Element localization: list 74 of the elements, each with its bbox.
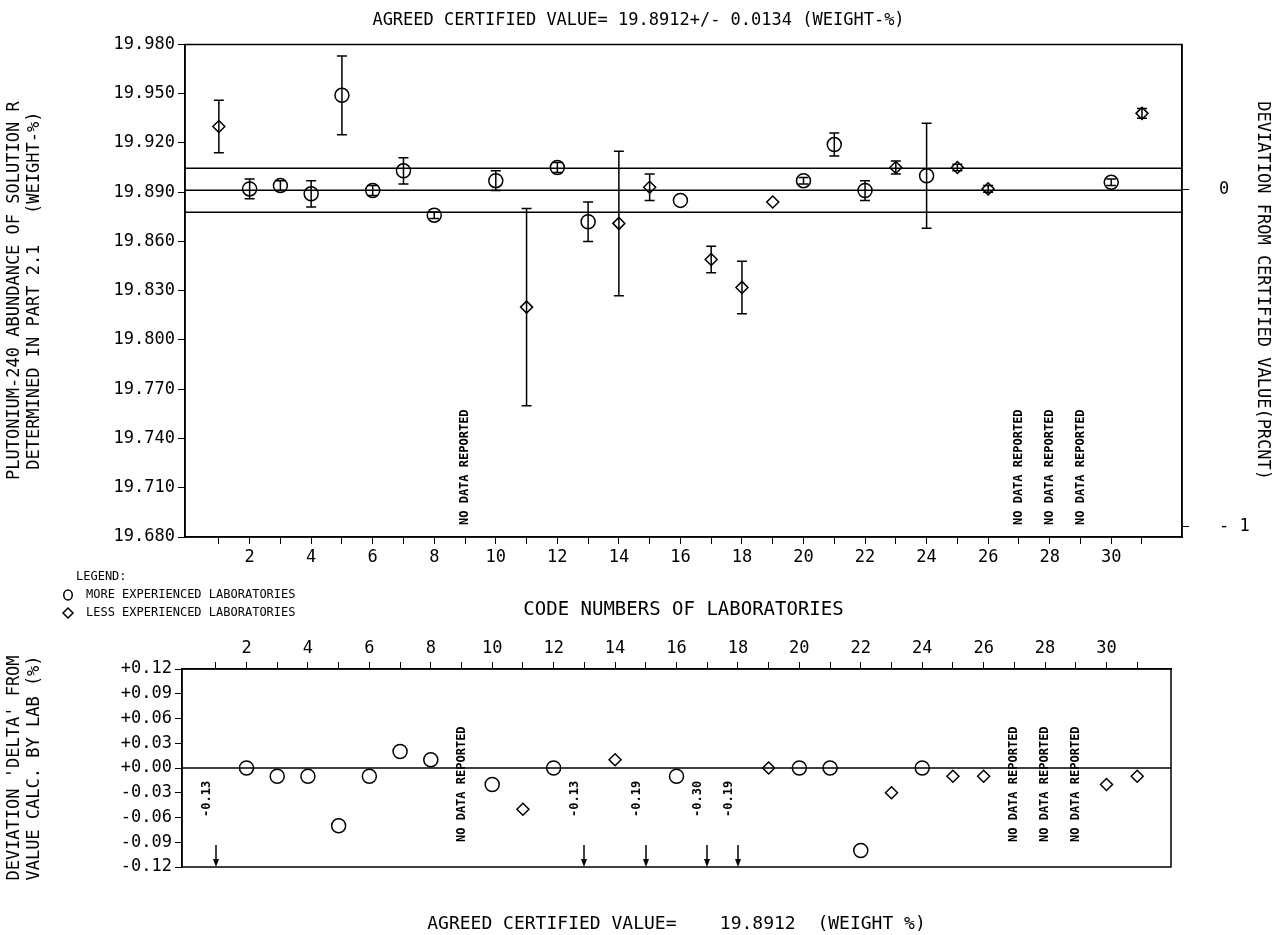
x-tick-label: 16 [666,637,687,658]
y2-tick-label: 0 [1219,177,1230,198]
x-axis-title: CODE NUMBERS OF LABORATORIES [523,596,844,619]
y-tick-label: 19.980 [113,32,175,53]
annotation: -0.19 [628,780,643,817]
x-tick-label: 28 [1034,637,1056,658]
annotation: -0.13 [198,780,213,817]
y-tick-label: 19.950 [113,82,175,103]
annotation: NO DATA REPORTED [1011,409,1026,525]
legend-label: MORE EXPERIENCED LABORATORIES [86,587,296,602]
x-tick-label: 26 [973,637,994,658]
y2-tick-label: - 1 [1219,515,1250,536]
y-tick-label: 19.860 [113,229,175,250]
x-tick-label: 8 [425,637,436,658]
annotation: -0.30 [690,780,705,817]
x-tick-label: 18 [731,545,753,566]
annotation: NO DATA REPORTED [1041,409,1056,525]
text: AGREED CERTIFIED VALUE= 19.8912 (WEIGHT %) [427,911,926,933]
x-tick-label: 6 [364,637,375,658]
x-tick-label: 28 [1039,545,1060,566]
x-tick-label: 2 [241,637,252,658]
x-tick-label: 12 [547,545,568,566]
x-tick-label: 4 [302,637,314,658]
x-tick-label: 10 [481,637,503,658]
x-tick-label: 8 [429,545,440,566]
y-tick-label: 19.740 [113,426,175,447]
x-tick-label: 18 [727,637,749,658]
y-tick-label: 19.830 [113,279,175,300]
chart-title: AGREED CERTIFIED VALUE= 19.8912+/- 0.0134 (WEIGHT-%) [372,8,905,29]
legend-label: LESS EXPERIENCED LABORATORIES [86,605,296,620]
x-tick-label: 20 [789,637,810,658]
legend-title: LEGEND: [76,569,127,584]
annotation: NO DATA REPORTED [1006,726,1021,842]
y-tick-label: 19.890 [113,180,175,201]
x-tick-label: 2 [244,545,255,566]
annotation: NO DATA REPORTED [453,726,468,842]
y-tick-label: 19.710 [113,476,175,497]
x-tick-label: 12 [543,637,564,658]
annotation: -0.13 [567,780,582,817]
y-axis-title: DEVIATION 'DELTA' FROM VALUE CALC. BY LAB (%) [2,655,44,881]
x-tick-label: 4 [306,545,317,566]
x-tick-label: 16 [670,545,691,566]
y-tick-label: -0.12 [120,855,172,876]
x-tick-label: 24 [916,545,937,566]
y-tick-label: -0.06 [120,805,172,826]
y-tick-label: 19.800 [113,328,175,349]
annotation: -0.19 [721,780,736,817]
y-axis-title: PLUTONIUM-240 ABUNDANCE OF SOLUTION R DETERMINED IN PART 2.1 (WEIGHT-%) [2,100,44,481]
y-tick-label: +0.03 [120,731,172,752]
y2-axis-title: DEVIATION FROM CERTIFIED VALUE(PRCNT) [1254,101,1275,481]
x-tick-label: 22 [854,545,876,566]
y-tick-label: -0.03 [120,781,172,802]
y-tick-label: +0.09 [120,682,172,703]
x-tick-label: 20 [793,545,814,566]
annotation: NO DATA REPORTED [1072,409,1087,525]
x-tick-label: 14 [608,545,630,566]
annotation: NO DATA REPORTED [1067,726,1082,842]
x-tick-label: 26 [977,545,999,566]
y-tick-label: 19.680 [113,525,175,546]
x-tick-label: 24 [911,637,933,658]
y-tick-label: +0.00 [120,756,172,777]
y-tick-label: 19.770 [113,377,175,398]
y-tick-label: +0.12 [120,657,172,678]
x-tick-label: 30 [1096,637,1117,658]
x-tick-label: 6 [367,545,378,566]
x-tick-label: 14 [604,637,626,658]
y-tick-label: +0.06 [120,706,172,727]
annotation: NO DATA REPORTED [1037,726,1052,842]
x-tick-label: 30 [1100,545,1122,566]
y-tick-label: -0.09 [120,830,172,851]
annotation: NO DATA REPORTED [457,409,472,525]
x-tick-label: 10 [485,545,507,566]
y-tick-label: 19.920 [113,131,175,152]
x-tick-label: 22 [850,637,872,658]
